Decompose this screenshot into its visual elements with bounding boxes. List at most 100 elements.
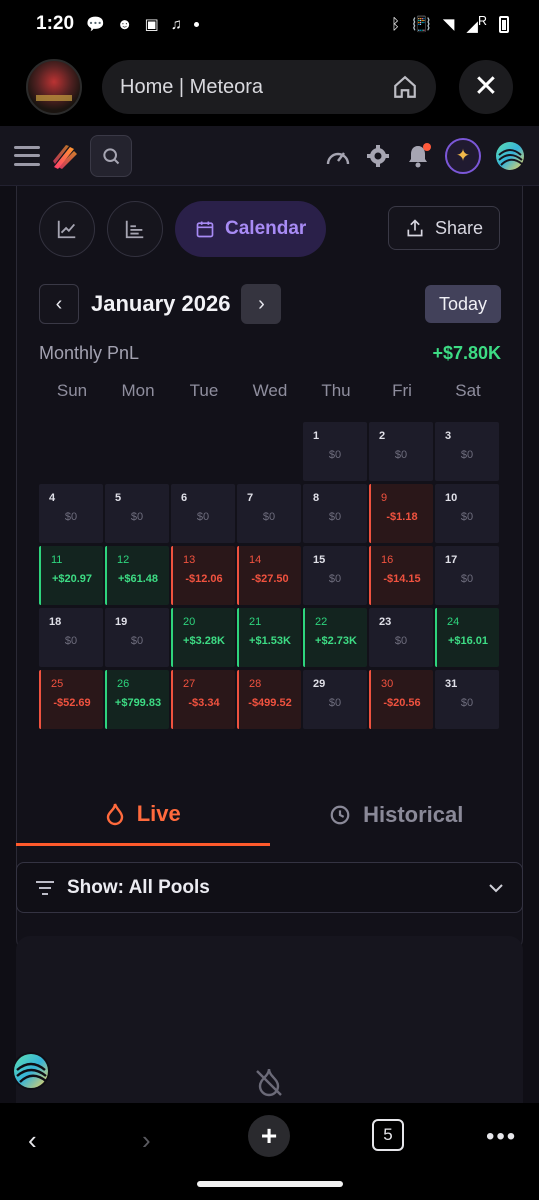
calendar-day-cell[interactable]: 11 +$20.97 <box>39 546 103 605</box>
calendar-view-button[interactable]: Calendar <box>175 201 327 257</box>
calendar-day-cell[interactable]: 30 -$20.56 <box>369 670 433 729</box>
monthly-pnl-value: +$7.80K <box>432 343 501 363</box>
forward-icon[interactable]: › <box>142 1125 151 1155</box>
calendar-day-cell[interactable]: 2 $0 <box>369 422 433 481</box>
back-icon[interactable]: ‹ <box>28 1125 37 1155</box>
calendar-day-cell[interactable]: 18 $0 <box>39 608 103 667</box>
system-icons: ᛒ 📳 ◥ ◢R <box>391 14 509 35</box>
weekday-label: Wed <box>252 381 288 400</box>
calendar-day-number: 16 <box>381 554 394 566</box>
more-notifications-icon <box>193 21 199 27</box>
tab-live-label: Live <box>136 800 181 826</box>
calendar-day-number: 27 <box>183 678 196 690</box>
url-bar[interactable]: Home | Meteora <box>102 60 436 114</box>
calendar-grid: 1 $0 2 $0 3 $0 4 $0 5 $0 6 $0 7 $0 8 $0 9 -$1.18 10 $0 11 +$2… <box>39 422 501 729</box>
tab-live[interactable]: Live <box>16 784 270 846</box>
calendar-day-cell[interactable]: 20 +$3.28K <box>171 608 235 667</box>
calendar-day-cell[interactable]: 17 $0 <box>435 546 499 605</box>
calendar-day-number: 2 <box>379 430 386 442</box>
calendar-day-cell[interactable]: 14 -$27.50 <box>237 546 301 605</box>
calendar-day-cell[interactable]: 21 +$1.53K <box>237 608 301 667</box>
calendar-day-cell[interactable]: 31 $0 <box>435 670 499 729</box>
calendar-day-number: 19 <box>115 616 128 628</box>
notification-dot <box>423 142 431 151</box>
calendar-day-cell[interactable]: 23 $0 <box>369 608 433 667</box>
calendar-day-cell[interactable]: 22 +$2.73K <box>303 608 367 667</box>
site-favicon[interactable] <box>26 59 82 115</box>
status-bar: 1:20 💬 ☻ ▣ ♫ ᛒ 📳 ◥ ◢R <box>0 0 539 48</box>
weekday-label: Mon <box>121 381 155 400</box>
sparkle-button[interactable]: ✦ <box>445 137 481 174</box>
calendar-day-cell[interactable]: 12 +$61.48 <box>105 546 169 605</box>
calendar-day-number: 4 <box>49 492 56 504</box>
home-icon[interactable] <box>392 74 418 100</box>
calendar-day-cell[interactable]: 4 $0 <box>39 484 103 543</box>
calendar-day-cell[interactable]: 8 $0 <box>303 484 367 543</box>
calendar-day-cell[interactable]: 5 $0 <box>105 484 169 543</box>
calendar-day-cell[interactable]: 9 -$1.18 <box>369 484 433 543</box>
calendar-day-number: 18 <box>49 616 62 628</box>
no-positions-icon <box>256 1068 282 1097</box>
calendar-day-cell[interactable]: 24 +$16.01 <box>435 608 499 667</box>
today-button[interactable]: Today <box>424 285 501 323</box>
bell-icon[interactable] <box>405 142 431 169</box>
main-content: Calendar Share ‹ January 2026 › Today Mo… <box>0 186 539 1103</box>
calendar-day-number: 25 <box>51 678 64 690</box>
calendar-day-cell[interactable]: 15 $0 <box>303 546 367 605</box>
next-month-button[interactable]: › <box>241 284 282 324</box>
pool-filter-select[interactable]: Show: All Pools <box>16 862 523 913</box>
calendar-day-pnl: $0 <box>460 573 474 585</box>
close-button[interactable]: ✕ <box>459 60 513 114</box>
calendar-day-cell[interactable]: 1 $0 <box>303 422 367 481</box>
calendar-day-number: 26 <box>117 678 130 690</box>
calendar-day-number: 28 <box>249 678 262 690</box>
search-button[interactable] <box>90 134 132 177</box>
share-button[interactable]: Share <box>388 206 500 250</box>
calendar-day-cell[interactable]: 29 $0 <box>303 670 367 729</box>
calendar-day-cell[interactable]: 3 $0 <box>435 422 499 481</box>
calendar-day-pnl: -$52.69 <box>53 697 91 709</box>
bar-chart-view-button[interactable] <box>107 201 163 257</box>
search-icon <box>103 147 120 164</box>
avatar[interactable] <box>495 141 525 171</box>
weekday-label: Sat <box>455 381 481 400</box>
calendar-day-number: 5 <box>115 492 122 504</box>
filter-icon <box>36 880 54 895</box>
calendar-day-pnl: $0 <box>130 635 144 647</box>
calendar-day-cell[interactable]: 6 $0 <box>171 484 235 543</box>
calendar-day-number: 24 <box>447 616 460 628</box>
floating-meteora-button[interactable] <box>12 1052 50 1090</box>
calendar-day-cell[interactable]: 7 $0 <box>237 484 301 543</box>
speedometer-icon[interactable] <box>325 143 351 169</box>
meteora-logo-icon[interactable] <box>52 143 78 169</box>
notification-icons: 💬 ☻ ▣ ♫ <box>86 15 199 33</box>
calendar-day-pnl: -$12.06 <box>185 573 223 585</box>
calendar-day-cell[interactable]: 28 -$499.52 <box>237 670 301 729</box>
menu-icon[interactable] <box>14 145 40 166</box>
calendar-day-cell[interactable]: 10 $0 <box>435 484 499 543</box>
calendar-day-cell[interactable]: 16 -$14.15 <box>369 546 433 605</box>
vibrate-icon: 📳 <box>412 16 431 33</box>
calendar-day-pnl: $0 <box>394 449 408 461</box>
calendar-day-cell[interactable]: 27 -$3.34 <box>171 670 235 729</box>
calendar-day-cell[interactable]: 25 -$52.69 <box>39 670 103 729</box>
home-indicator[interactable] <box>197 1181 343 1187</box>
calendar-day-number: 17 <box>445 554 458 566</box>
new-tab-button[interactable]: + <box>248 1115 290 1157</box>
calendar-day-number: 7 <box>247 492 254 504</box>
tab-historical[interactable]: Historical <box>270 784 524 846</box>
tab-switcher-button[interactable]: 5 <box>372 1119 404 1151</box>
calendar-empty-cell <box>39 422 103 481</box>
gear-icon[interactable] <box>365 143 391 169</box>
calendar-day-cell[interactable]: 19 $0 <box>105 608 169 667</box>
more-options-icon[interactable]: ••• <box>486 1123 518 1150</box>
calendar-day-pnl: -$1.18 <box>386 511 418 523</box>
share-label: Share <box>434 217 484 238</box>
wifi-icon: ◥ <box>442 16 455 33</box>
line-chart-icon <box>57 220 76 239</box>
previous-month-button[interactable]: ‹ <box>39 284 79 324</box>
calendar-day-cell[interactable]: 13 -$12.06 <box>171 546 235 605</box>
line-chart-view-button[interactable] <box>39 201 95 257</box>
calendar-day-pnl: +$2.73K <box>315 635 357 647</box>
calendar-day-cell[interactable]: 26 +$799.83 <box>105 670 169 729</box>
